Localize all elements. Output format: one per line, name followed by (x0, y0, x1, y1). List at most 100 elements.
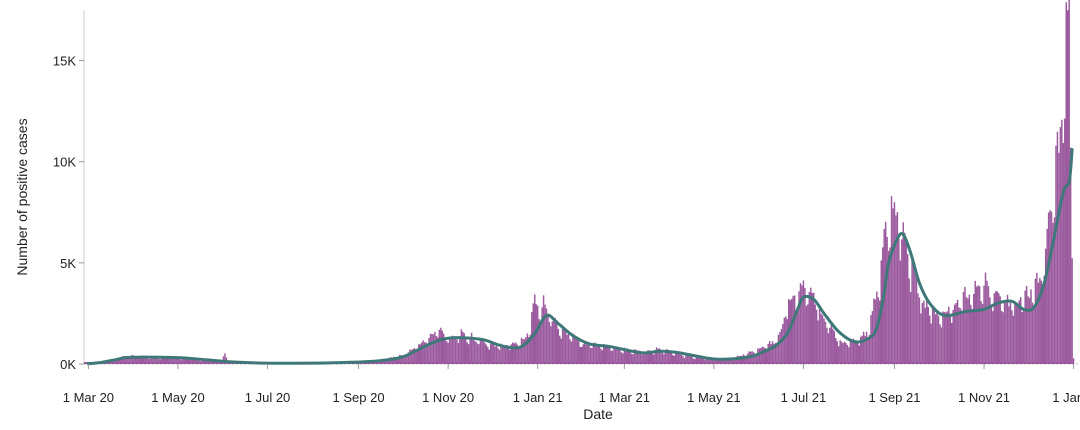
bar (186, 358, 188, 364)
bar (836, 341, 838, 364)
bar (569, 339, 571, 364)
bar (431, 333, 433, 364)
bar (601, 350, 604, 364)
bar (893, 202, 896, 364)
bar (764, 348, 766, 364)
bar (990, 305, 993, 364)
bar (177, 358, 179, 364)
y-tick-label: 0K (60, 357, 76, 372)
bar (551, 321, 554, 364)
bar (457, 342, 460, 364)
bar (136, 356, 138, 364)
bar (625, 348, 627, 364)
bar (473, 340, 476, 364)
bar (752, 352, 755, 364)
bar (811, 292, 813, 364)
bar (613, 347, 615, 364)
bar (886, 237, 888, 364)
bar (418, 344, 420, 364)
bar (453, 336, 455, 364)
bar (785, 316, 787, 364)
bar (169, 358, 172, 364)
bar (807, 304, 809, 364)
bar (478, 344, 480, 364)
bar (442, 333, 445, 364)
bar (494, 346, 496, 364)
bar (585, 344, 587, 364)
bar (928, 315, 931, 364)
bar (1036, 272, 1038, 364)
bar (692, 358, 695, 364)
bar (528, 337, 530, 364)
bar (144, 357, 147, 364)
bar (975, 286, 978, 364)
bar (1012, 315, 1015, 364)
bar (1024, 290, 1026, 364)
bar (428, 337, 430, 364)
bar (857, 342, 859, 364)
bar (497, 347, 499, 364)
bar (672, 354, 674, 364)
bar (817, 320, 819, 364)
bar (466, 342, 468, 364)
bar (936, 310, 938, 364)
bar (970, 304, 972, 364)
bar (892, 208, 894, 364)
bar (557, 328, 559, 364)
x-tick-label: 1 Jan 21 (513, 390, 563, 405)
bar (482, 340, 485, 364)
bar (879, 300, 881, 364)
bar (746, 353, 749, 364)
bar (964, 286, 966, 364)
bar (511, 342, 514, 364)
bar (733, 358, 736, 364)
bar (999, 296, 1001, 364)
bar (956, 299, 959, 364)
bar (406, 354, 408, 364)
bar (854, 340, 856, 364)
bar (719, 358, 721, 364)
bar (997, 293, 1000, 364)
bar (927, 306, 929, 364)
bar (745, 356, 747, 364)
bar (674, 351, 677, 364)
bar (696, 356, 699, 364)
bar (859, 336, 862, 364)
bar (846, 345, 849, 364)
bar (456, 339, 458, 364)
bar (726, 358, 728, 364)
bar (1040, 280, 1043, 364)
bar (967, 298, 969, 364)
bar (398, 354, 401, 364)
bar (948, 306, 950, 364)
bar (799, 283, 802, 364)
bar (639, 352, 642, 364)
bar (495, 345, 498, 364)
bar (1061, 119, 1063, 365)
bar (503, 346, 505, 364)
bar (768, 341, 771, 364)
bar (691, 356, 693, 364)
bar (514, 342, 517, 364)
bar (890, 196, 893, 364)
bar (149, 358, 151, 364)
bar (917, 293, 919, 364)
bar (1006, 294, 1009, 364)
bar (774, 342, 777, 364)
bar (995, 291, 997, 364)
bar (581, 346, 583, 364)
bar (469, 336, 471, 364)
bar (1042, 285, 1044, 364)
bar (445, 341, 448, 364)
bar (689, 356, 692, 364)
bar (701, 357, 703, 364)
bar (121, 356, 123, 364)
bar (677, 353, 680, 364)
bar (901, 239, 903, 364)
bar (914, 266, 916, 364)
x-tick-label: 1 Jan 2 (1052, 390, 1080, 405)
bar (460, 329, 463, 364)
bar (604, 345, 606, 364)
